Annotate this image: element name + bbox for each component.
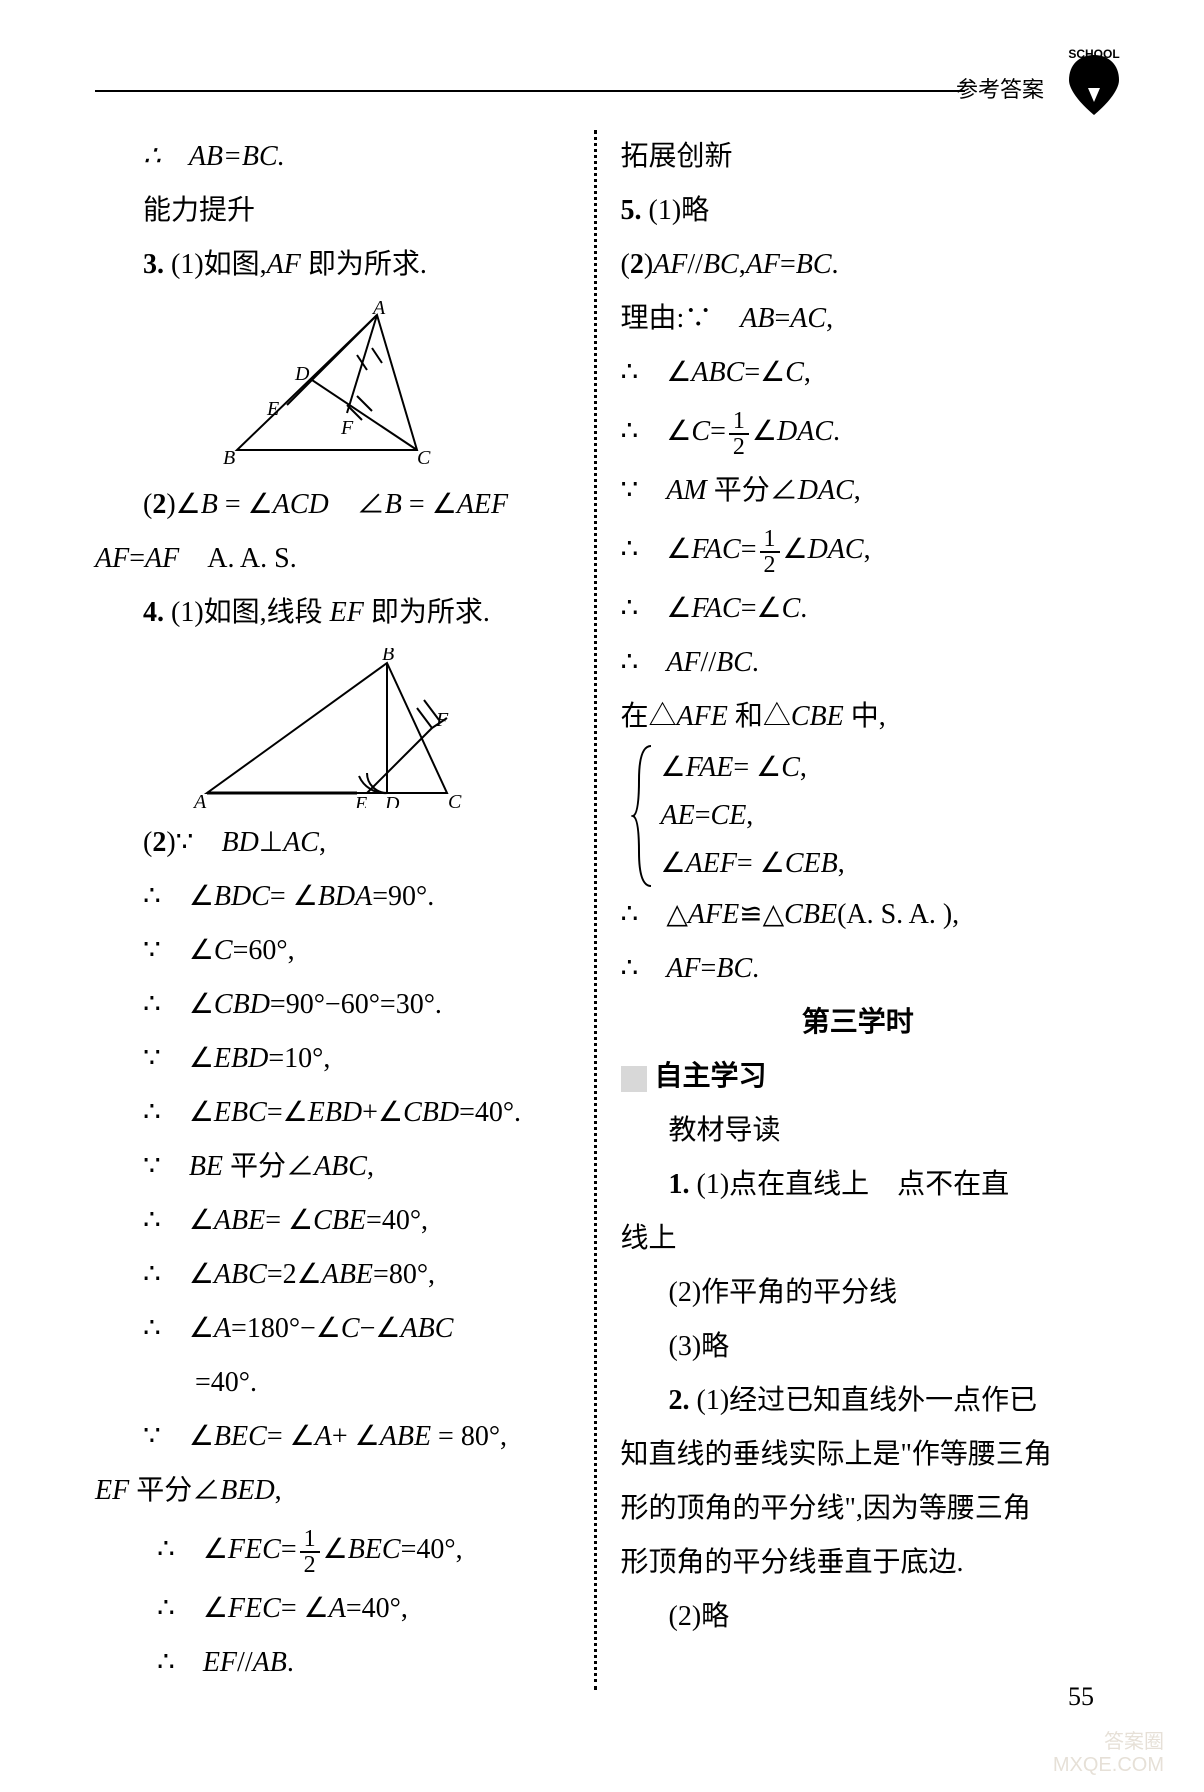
text-line: =40°. <box>95 1356 570 1410</box>
section-title: 第三学时 <box>621 996 1096 1050</box>
text-line: 线上 <box>621 1212 1096 1266</box>
text-line: ∴ ∠ABC=2∠ABE=80°, <box>95 1248 570 1302</box>
section-subhead: 能力提升 <box>95 184 570 238</box>
watermark: 答案圈 MXQE.COM <box>1053 1725 1164 1777</box>
text-line: 5. (1)略 <box>621 184 1096 238</box>
text-line: ∠FAE= ∠C, <box>661 744 1096 792</box>
text-line: ∴ ∠CBD=90°−60°=30°. <box>95 978 570 1032</box>
text-line: ∴ EF//AB. <box>95 1636 570 1690</box>
text-line: 2. (1)经过已知直线外一点作已 <box>621 1374 1096 1428</box>
text-line: ∴ ∠ABC=∠C, <box>621 346 1096 400</box>
column-divider <box>594 130 597 1690</box>
text-line: ∴ ∠BDC= ∠BDA=90°. <box>95 870 570 924</box>
header-label: 参考答案 <box>956 72 1044 104</box>
section-head: 自主学习 <box>621 1050 1096 1104</box>
text-line: 形的顶角的平分线",因为等腰三角 <box>621 1482 1096 1536</box>
text-line: ∴ ∠FAC=12∠DAC, <box>621 518 1096 582</box>
text-line: ∴ △AFE≌△CBE(A. S. A. ), <box>621 888 1096 942</box>
right-column: 拓展创新 5. (1)略 (2)AF//BC,AF=BC. 理由:∵ AB=AC… <box>603 130 1096 1690</box>
text-line: AE=CE, <box>661 792 1096 840</box>
text-line: 知直线的垂线实际上是"作等腰三角 <box>621 1428 1096 1482</box>
svg-text:E: E <box>266 398 279 420</box>
text-line: ∴ ∠ABE= ∠CBE=40°, <box>95 1194 570 1248</box>
text-line: 形顶角的平分线垂直于底边. <box>621 1536 1096 1590</box>
text-line: ∴ ∠A=180°−∠C−∠ABC <box>95 1302 570 1356</box>
text-line: ∴ AB=BC. <box>95 130 570 184</box>
watermark-line2: MXQE.COM <box>1053 1754 1164 1777</box>
svg-text:D: D <box>384 793 400 808</box>
svg-text:E: E <box>354 793 367 808</box>
text-line: ∴ ∠FAC=∠C. <box>621 582 1096 636</box>
text-line: (2)∠B = ∠ACD ∠B = ∠AEF <box>95 478 570 532</box>
svg-text:C: C <box>417 447 431 469</box>
svg-text:A: A <box>192 791 207 808</box>
text-line: ∵ AM 平分∠DAC, <box>621 464 1096 518</box>
left-brace-icon <box>631 744 655 888</box>
section-marker-icon <box>621 1066 647 1092</box>
text-line: (2)作平角的平分线 <box>621 1266 1096 1320</box>
svg-text:B: B <box>382 648 394 665</box>
content-area: ∴ AB=BC. 能力提升 3. (1)如图,AF 即为所求. A B C D … <box>95 130 1095 1690</box>
svg-text:B: B <box>223 447 235 469</box>
equation-brace-group: ∠FAE= ∠C, AE=CE, ∠AEF= ∠CEB, <box>621 744 1096 888</box>
school-badge-icon: SCHOOL <box>1054 40 1134 120</box>
figure-triangle-2: A B C E D F <box>192 648 472 808</box>
text-line: EF 平分∠BED, <box>95 1464 570 1518</box>
svg-text:F: F <box>435 709 449 731</box>
text-line: ∴ ∠C=12∠DAC. <box>621 400 1096 464</box>
section-subhead: 拓展创新 <box>621 130 1096 184</box>
text-line: ∴ AF//BC. <box>621 636 1096 690</box>
text-line: 在△AFE 和△CBE 中, <box>621 690 1096 744</box>
text-line: ∴ ∠FEC= ∠A=40°, <box>95 1582 570 1636</box>
svg-text:A: A <box>371 300 386 319</box>
text-line: (2)∵ BD⊥AC, <box>95 816 570 870</box>
page-number: 55 <box>1068 1682 1094 1712</box>
svg-text:C: C <box>448 791 462 808</box>
figure-triangle-1: A B C D E F <box>217 300 447 470</box>
text-line: (2)略 <box>621 1590 1096 1644</box>
text-line: 教材导读 <box>621 1104 1096 1158</box>
header-rule <box>95 90 965 92</box>
text-line: (3)略 <box>621 1320 1096 1374</box>
text-line: ∴ AF=BC. <box>621 942 1096 996</box>
text-line: 理由:∵ AB=AC, <box>621 292 1096 346</box>
text-line: (2)AF//BC,AF=BC. <box>621 238 1096 292</box>
text-line: ∵ BE 平分∠ABC, <box>95 1140 570 1194</box>
text-line: ∵ ∠EBD=10°, <box>95 1032 570 1086</box>
text-line: ∴ ∠EBC=∠EBD+∠CBD=40°. <box>95 1086 570 1140</box>
text-line: ∠AEF= ∠CEB, <box>661 840 1096 888</box>
text-line: AF=AF A. A. S. <box>95 532 570 586</box>
left-column: ∴ AB=BC. 能力提升 3. (1)如图,AF 即为所求. A B C D … <box>95 130 588 1690</box>
text-line: 4. (1)如图,线段 EF 即为所求. <box>95 586 570 640</box>
text-line: ∴ ∠FEC=12∠BEC=40°, <box>95 1518 570 1582</box>
svg-text:D: D <box>294 363 310 385</box>
text-line: ∵ ∠C=60°, <box>95 924 570 978</box>
text-line: ∵ ∠BEC= ∠A+ ∠ABE = 80°, <box>95 1410 570 1464</box>
text-line: 1. (1)点在直线上 点不在直 <box>621 1158 1096 1212</box>
svg-text:SCHOOL: SCHOOL <box>1068 47 1119 61</box>
watermark-line1: 答案圈 <box>1053 1725 1164 1754</box>
svg-text:F: F <box>340 417 354 439</box>
text-line: 3. (1)如图,AF 即为所求. <box>95 238 570 292</box>
